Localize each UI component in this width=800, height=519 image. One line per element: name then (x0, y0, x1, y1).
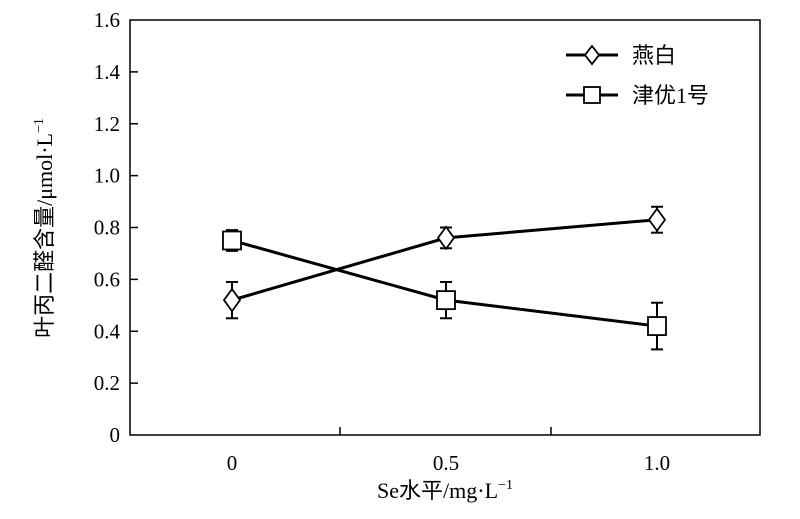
diamond-marker (436, 225, 456, 251)
y-tick-label: 0.2 (94, 371, 120, 395)
y-tick-label: 0.4 (94, 319, 121, 343)
x-tick-label: 0 (227, 451, 238, 475)
y-tick-label: 1.2 (94, 112, 120, 136)
y-tick-label: 0 (110, 423, 121, 447)
legend-label: 津优1号 (632, 83, 709, 108)
x-axis-ticks: 0 0.5 1.0 (227, 427, 670, 475)
diamond-marker (222, 287, 242, 313)
y-tick-label: 0.8 (94, 216, 120, 240)
y-tick-label: 1.4 (94, 60, 121, 84)
legend-label: 燕白 (632, 43, 676, 68)
series-layer (222, 205, 667, 351)
diamond-marker (647, 207, 667, 233)
square-marker (647, 316, 667, 336)
x-tick-label: 0.5 (433, 451, 459, 475)
y-axis-ticks: 0 0.2 0.4 0.6 0.8 1.0 1.2 1.4 1.6 (94, 8, 138, 447)
y-tick-label: 1.6 (94, 8, 120, 32)
series-line-2 (231, 239, 658, 328)
square-marker (436, 290, 456, 311)
y-tick-label: 0.6 (94, 267, 120, 291)
x-axis-title: Se水平/mg·L−1 (377, 478, 513, 503)
x-tick-label: 1.0 (644, 451, 670, 475)
y-axis-title: 叶丙二醛含量/μmol·L−1 (32, 118, 57, 338)
legend-diamond-marker (583, 44, 601, 66)
y-tick-label: 1.0 (94, 164, 120, 188)
square-marker (222, 230, 242, 251)
legend-square-marker (583, 86, 601, 104)
